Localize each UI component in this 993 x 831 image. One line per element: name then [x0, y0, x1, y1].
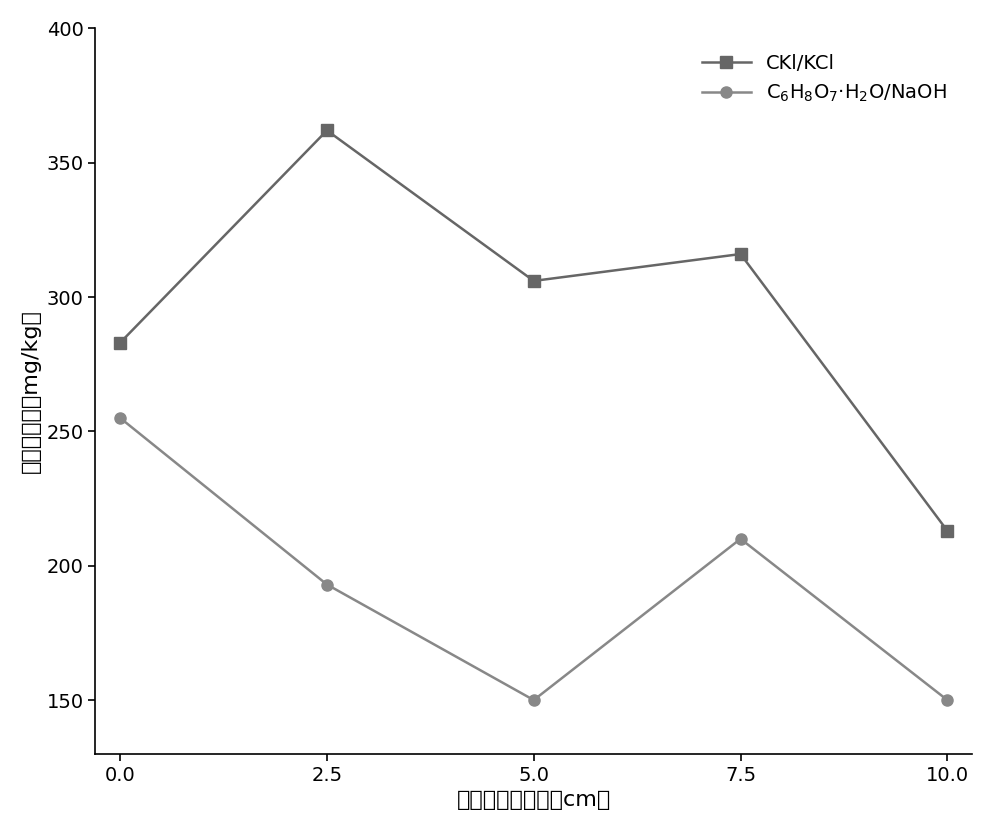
Y-axis label: 总祉残余量（mg/kg）: 总祉残余量（mg/kg） [21, 309, 41, 473]
CKl/KCl [114, 337, 126, 347]
X-axis label: 距离阳极的距离（cm）: 距离阳极的距离（cm） [457, 790, 611, 810]
Line: C$_6$H$_8$O$_7$·H$_2$O/NaOH: C$_6$H$_8$O$_7$·H$_2$O/NaOH [114, 412, 953, 706]
Legend: CKl/KCl, C$_6$H$_8$O$_7$·H$_2$O/NaOH: CKl/KCl, C$_6$H$_8$O$_7$·H$_2$O/NaOH [686, 38, 962, 119]
C$_6$H$_8$O$_7$·H$_2$O/NaOH [321, 579, 333, 589]
C$_6$H$_8$O$_7$·H$_2$O/NaOH [941, 695, 953, 705]
C$_6$H$_8$O$_7$·H$_2$O/NaOH [114, 413, 126, 423]
Line: CKl/KCl: CKl/KCl [114, 125, 953, 536]
CKl/KCl [321, 125, 333, 135]
C$_6$H$_8$O$_7$·H$_2$O/NaOH [735, 534, 747, 543]
C$_6$H$_8$O$_7$·H$_2$O/NaOH [528, 695, 540, 705]
CKl/KCl [941, 526, 953, 536]
CKl/KCl [735, 249, 747, 259]
CKl/KCl [528, 276, 540, 286]
